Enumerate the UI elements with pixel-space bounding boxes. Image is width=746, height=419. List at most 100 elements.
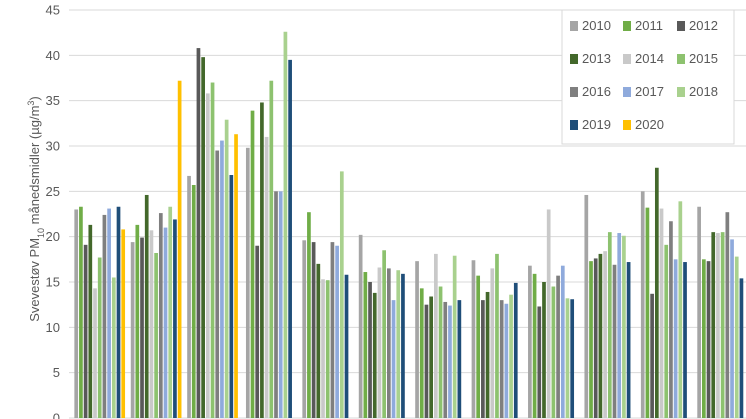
bar-2017-2 [163, 227, 168, 418]
bar-2012-1 [83, 244, 88, 418]
bar-2017-4 [278, 191, 283, 418]
bar-2014-5 [321, 279, 325, 418]
legend-label-2013: 2013 [582, 51, 611, 66]
legend-swatch-2013 [570, 54, 578, 64]
bar-2010-8 [471, 260, 476, 418]
legend-swatch-2012 [677, 21, 685, 31]
legend-swatch-2015 [677, 54, 685, 64]
legend-label-2020: 2020 [635, 117, 664, 132]
bar-2017-6 [391, 300, 396, 418]
bar-2014-2 [149, 230, 154, 418]
bar-2014-10 [603, 251, 607, 418]
bar-2016-7 [443, 301, 448, 418]
legend-swatch-2011 [623, 21, 631, 31]
legend-label-2018: 2018 [689, 84, 718, 99]
bar-2013-4 [260, 102, 264, 418]
y-axis-label: Svevestøv PM10 månedsmidler (µg/m3) [26, 96, 46, 322]
bar-2016-6 [386, 268, 391, 418]
bar-2010-1 [74, 209, 79, 418]
bar-2013-8 [485, 291, 490, 418]
bar-2011-5 [307, 212, 311, 418]
bar-2014-8 [490, 268, 495, 418]
legend-swatch-2017 [623, 87, 631, 97]
bar-2013-2 [144, 194, 149, 418]
y-axis-label-prefix: Svevestøv PM [27, 238, 42, 322]
bar-2017-1 [107, 208, 111, 418]
bar-2010-6 [358, 234, 363, 418]
bar-2010-10 [584, 194, 589, 418]
y-tick-label: 30 [46, 139, 60, 154]
bar-2017-3 [220, 140, 224, 418]
bar-2018-9 [565, 298, 570, 418]
bar-2017-9 [560, 265, 565, 418]
bar-2011-6 [363, 272, 368, 418]
bar-2012-12 [706, 261, 711, 418]
bar-2018-8 [509, 294, 513, 418]
legend-swatch-2020 [623, 120, 631, 130]
bar-2014-6 [377, 267, 382, 418]
bar-2011-9 [532, 273, 537, 418]
bar-2015-5 [325, 280, 330, 418]
bar-2010-5 [302, 240, 307, 418]
legend-label-2011: 2011 [635, 18, 663, 33]
bar-2019-10 [626, 262, 631, 418]
legend-label-2019: 2019 [582, 117, 611, 132]
bar-2013-10 [598, 253, 603, 418]
bar-2013-3 [201, 57, 205, 419]
bar-2011-10 [589, 261, 593, 418]
bar-2011-3 [191, 184, 196, 418]
legend-label-2014: 2014 [635, 51, 664, 66]
legend-label-2016: 2016 [582, 84, 611, 99]
bar-2016-10 [612, 264, 617, 418]
bar-2016-1 [102, 214, 107, 418]
bars [74, 31, 744, 419]
legend-swatch-2010 [570, 21, 578, 31]
bar-2012-2 [140, 237, 144, 418]
bar-2011-8 [476, 275, 481, 418]
bar-2020-1 [121, 229, 126, 418]
y-tick-label: 40 [46, 48, 60, 63]
legend-box [561, 9, 735, 145]
y-tick-label: 20 [46, 229, 60, 244]
bar-2012-10 [593, 258, 598, 418]
bar-2020-2 [177, 80, 182, 418]
legend-swatch-2016 [570, 87, 578, 97]
bar-2017-10 [617, 233, 622, 418]
bar-2016-5 [330, 242, 335, 418]
bar-2011-7 [419, 288, 424, 418]
bar-2010-11 [640, 191, 645, 418]
bar-2018-7 [452, 255, 457, 418]
bar-2017-11 [673, 259, 678, 418]
bar-2014-4 [264, 136, 269, 418]
bar-2010-2 [130, 242, 135, 418]
bar-2018-10 [622, 235, 626, 418]
bar-2020-3 [234, 134, 238, 418]
bar-2013-5 [316, 263, 321, 418]
bar-2014-7 [434, 253, 438, 418]
bar-2012-4 [255, 245, 260, 418]
y-axis-label-middle: månedsmidler (µg/m [27, 106, 42, 228]
y-axis: 0 5 10 15 20 25 30 35 40 45 [46, 3, 60, 419]
bar-2015-11 [664, 244, 669, 418]
bar-2017-12 [730, 239, 734, 418]
bar-2017-7 [448, 305, 452, 418]
bar-2016-11 [669, 221, 673, 418]
y-axis-label-suffix: ) [27, 96, 42, 100]
bar-2013-11 [654, 167, 659, 418]
bar-2019-11 [683, 262, 687, 418]
bar-2012-11 [650, 293, 654, 418]
bar-2013-6 [372, 292, 377, 418]
bar-2015-7 [438, 286, 443, 418]
bar-2019-2 [173, 219, 177, 418]
bar-2010-4 [245, 147, 250, 418]
bar-2010-12 [697, 206, 701, 418]
bar-2015-12 [720, 232, 725, 418]
bar-2017-8 [504, 303, 509, 418]
bar-2016-2 [158, 213, 163, 418]
bar-2013-7 [429, 296, 434, 418]
y-axis-label-subscript: 10 [36, 228, 46, 238]
bar-2015-9 [551, 286, 556, 418]
bar-2014-3 [205, 93, 210, 418]
bar-2012-8 [481, 300, 485, 418]
